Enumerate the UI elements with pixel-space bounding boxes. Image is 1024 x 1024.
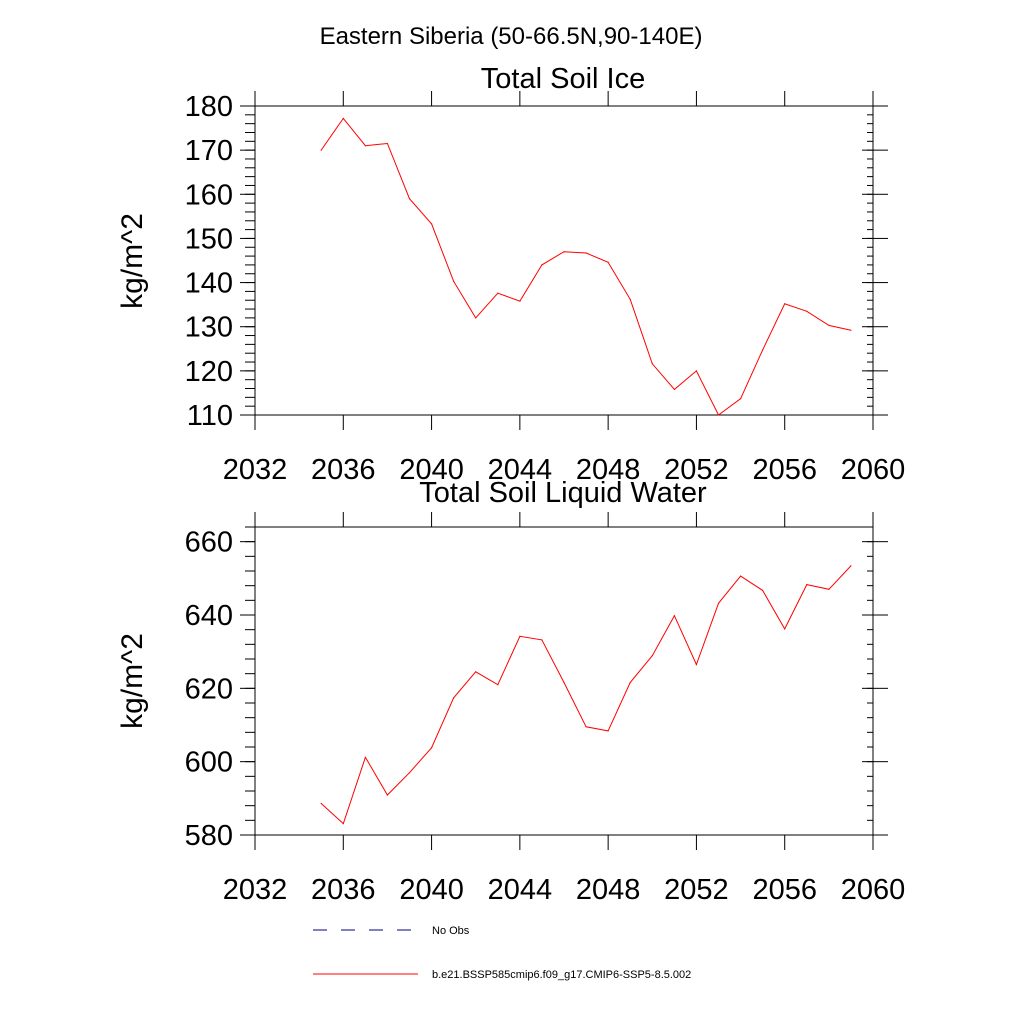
data-point: [364, 756, 366, 758]
y-axis-label-soil-ice: kg/m^2: [116, 213, 149, 309]
x-tick-label: 2032: [223, 874, 288, 906]
data-point: [695, 663, 698, 666]
data-point: [475, 317, 477, 319]
data-point: [541, 264, 543, 266]
panel-total-soil-ice: Total Soil Ice kg/m^2 2032 2036 2040 2044 20…: [116, 63, 905, 486]
y-tick-label: 640: [185, 600, 233, 632]
data-point: [828, 324, 830, 326]
axes-soil-ice: 2032 2036 2040 2044 2048 2052 2056 2060 110 120 13…: [185, 91, 906, 486]
legend: No Obs b.e21.BSSP585cmip6.f09_g17.CMIP6-…: [313, 925, 691, 981]
data-point: [673, 615, 676, 617]
data-point: [762, 589, 764, 592]
data-point: [541, 639, 543, 641]
data-point: [651, 655, 653, 657]
y-tick-label: 120: [185, 356, 233, 388]
legend-label-no-obs: No Obs: [432, 925, 470, 937]
data-point: [784, 303, 786, 305]
data-point: [740, 575, 742, 577]
data-point: [342, 823, 344, 825]
y-tick-label: 620: [185, 673, 233, 705]
x-tick-label: 2056: [752, 454, 817, 486]
data-point: [585, 726, 587, 728]
data-point: [806, 310, 808, 312]
y-tick-label: 150: [185, 223, 233, 255]
panel-title-soil-ice: Total Soil Ice: [481, 63, 645, 95]
data-point: [431, 223, 433, 225]
data-point: [585, 252, 587, 254]
plot-frame: [254, 105, 874, 416]
x-tick-label: 2040: [399, 454, 464, 486]
x-tick-label: 2032: [223, 454, 288, 486]
x-tick-label: 2052: [664, 874, 729, 906]
data-point: [497, 292, 499, 294]
y-tick-label: 170: [185, 135, 233, 167]
y-tick-label: 130: [185, 312, 233, 344]
data-point: [695, 370, 698, 372]
data-point: [717, 414, 720, 416]
data-point: [784, 628, 786, 630]
y-tick-label: 180: [185, 91, 233, 123]
y-tick-label: 600: [185, 747, 233, 779]
data-point: [607, 730, 609, 732]
data-point: [740, 398, 742, 400]
x-tick-label: 2048: [576, 454, 641, 486]
series-line-model: [320, 565, 852, 825]
data-point: [519, 300, 521, 302]
y-tick-label: 580: [185, 820, 233, 852]
data-point: [408, 198, 411, 200]
x-tick-label: 2036: [311, 454, 376, 486]
panel-total-soil-liquid-water: Total Soil Liquid Water kg/m^2 2032 2036 2…: [116, 477, 905, 906]
data-point: [806, 584, 808, 586]
x-tick-label: 2044: [488, 454, 553, 486]
plot-frame: [254, 526, 874, 836]
data-point: [453, 280, 455, 282]
x-tick-label: 2060: [841, 454, 906, 486]
data-point: [563, 251, 565, 253]
data-point: [629, 681, 631, 684]
y-tick-label: 660: [185, 527, 233, 559]
x-tick-label: 2040: [399, 874, 464, 906]
data-point: [453, 697, 455, 699]
data-point: [320, 149, 322, 151]
data-point: [320, 802, 322, 805]
data-point: [497, 684, 499, 686]
data-point: [563, 681, 565, 684]
data-point: [651, 363, 653, 365]
y-tick-label: 160: [185, 179, 233, 211]
data-point: [828, 588, 830, 590]
y-tick-label: 140: [185, 268, 233, 300]
data-point: [386, 794, 388, 796]
data-point: [431, 747, 433, 749]
legend-label-model: b.e21.BSSP585cmip6.f09_g17.CMIP6-SSP5-8.…: [432, 969, 691, 981]
series-soil-liquid-water: [320, 565, 852, 825]
x-tick-label: 2044: [488, 874, 553, 906]
x-tick-label: 2052: [664, 454, 729, 486]
data-point: [607, 261, 609, 263]
series-soil-ice: [320, 117, 852, 416]
y-axis-label-soil-liquid-water: kg/m^2: [116, 633, 149, 729]
data-point: [673, 388, 676, 390]
figure-title: Eastern Siberia (50-66.5N,90-140E): [320, 23, 703, 50]
data-point: [519, 635, 521, 637]
x-tick-label: 2056: [752, 874, 817, 906]
data-point: [475, 671, 477, 673]
data-point: [850, 329, 852, 331]
data-point: [850, 565, 852, 567]
panel-title-soil-liquid-water: Total Soil Liquid Water: [419, 477, 707, 509]
data-point: [762, 349, 764, 351]
data-point: [386, 142, 388, 145]
x-tick-label: 2048: [576, 874, 641, 906]
axes-soil-liquid-water: 2032 2036 2040 2044 2048 2052 2056 2060 580 600 62…: [185, 512, 906, 906]
y-tick-label: 110: [187, 400, 233, 432]
data-point: [364, 145, 366, 147]
x-tick-label: 2036: [311, 874, 376, 906]
series-line-model: [320, 117, 852, 416]
data-point: [408, 772, 411, 774]
x-tick-label: 2060: [841, 874, 906, 906]
data-point: [629, 298, 631, 300]
data-point: [717, 602, 720, 604]
data-point: [342, 117, 344, 119]
